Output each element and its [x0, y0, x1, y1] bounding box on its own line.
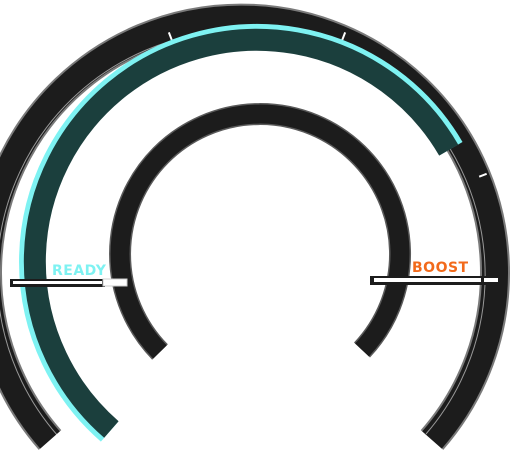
inner-ring-track	[110, 104, 410, 359]
ready-marker-highlight	[13, 281, 102, 284]
tick-mark	[478, 172, 488, 178]
ready-marker-cap	[102, 278, 128, 287]
boost-marker-highlight	[374, 278, 481, 282]
boost-label: BOOST	[412, 260, 469, 276]
tick-mark	[26, 172, 36, 178]
tick-mark	[341, 31, 347, 41]
tick-marks	[26, 31, 488, 404]
boost-marker-end	[484, 278, 498, 282]
tick-mark	[54, 397, 63, 404]
tick-mark	[167, 31, 173, 41]
outer-ring-track	[0, 5, 508, 449]
charge-fill	[23, 28, 459, 438]
ready-label: READY	[52, 263, 107, 279]
